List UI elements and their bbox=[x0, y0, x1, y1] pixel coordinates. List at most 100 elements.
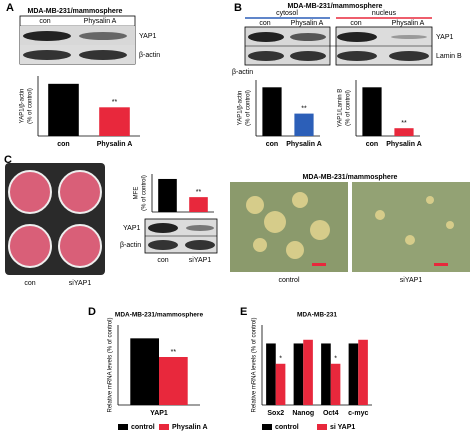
bar bbox=[159, 357, 188, 405]
bar bbox=[189, 197, 208, 212]
legend-swatch bbox=[262, 424, 272, 430]
x-tick-label: Nanog bbox=[292, 410, 314, 417]
bar bbox=[294, 113, 314, 136]
blot-band bbox=[337, 51, 377, 61]
x-tick-label: YAP1 bbox=[150, 410, 168, 417]
band-label: β-actin bbox=[120, 242, 141, 249]
y-axis-label: Relative mRNA levels (% of control) bbox=[108, 317, 114, 412]
x-tick-label: Physalin A bbox=[286, 141, 322, 148]
bar bbox=[130, 338, 159, 405]
spheres bbox=[246, 192, 454, 259]
y-axis-label: (% of control) bbox=[142, 175, 148, 211]
bar bbox=[330, 363, 341, 405]
significance: ** bbox=[112, 99, 118, 106]
blot-band bbox=[148, 223, 178, 233]
y-axis-label: YAP1/β-actin bbox=[238, 91, 244, 126]
charts: YAP1/β-actin (% of control) con Physalin A *… bbox=[20, 76, 422, 431]
blot-band bbox=[391, 35, 427, 39]
x-tick-label: Oct4 bbox=[323, 410, 339, 417]
significance: ** bbox=[401, 120, 407, 127]
blot-band bbox=[79, 32, 127, 40]
legend-label: control bbox=[275, 424, 299, 431]
plate-label: con bbox=[24, 280, 35, 287]
y-axis-label: (% of control) bbox=[28, 88, 34, 124]
fraction-label: nucleus bbox=[372, 10, 397, 17]
lane-label: con bbox=[350, 20, 361, 27]
panel-label: A bbox=[6, 2, 14, 14]
lane-label: Physalin A bbox=[84, 18, 117, 25]
blot-band bbox=[148, 240, 178, 250]
panel-label: B bbox=[234, 2, 242, 14]
panel-letters: A B C D E bbox=[4, 2, 247, 318]
bar bbox=[321, 343, 331, 405]
y-axis-label: (% of control) bbox=[346, 90, 352, 126]
blot-band bbox=[23, 31, 71, 41]
chart-title: MDA-MB-231/mammosphere bbox=[115, 312, 204, 319]
legend-swatch bbox=[118, 424, 128, 430]
blot-band bbox=[248, 32, 284, 42]
y-axis-label: MFE bbox=[134, 187, 140, 200]
scale-bar bbox=[434, 263, 448, 266]
blot-band bbox=[290, 51, 326, 61]
band-label: Lamin B bbox=[436, 53, 462, 60]
chart-title: MDA-MB-231 bbox=[297, 312, 337, 319]
x-tick-label: Sox2 bbox=[267, 410, 284, 417]
blot-band bbox=[23, 50, 71, 60]
lane-label: Physalin A bbox=[392, 20, 425, 27]
band-label: β-actin bbox=[232, 69, 253, 76]
x-tick-label: con bbox=[57, 141, 69, 148]
blot-band bbox=[79, 50, 127, 60]
x-tick-label: c-myc bbox=[348, 410, 368, 417]
fraction-label: cytosol bbox=[276, 10, 298, 17]
y-axis-label: YAP1/Lamin B bbox=[338, 89, 344, 128]
legend-swatch bbox=[317, 424, 327, 430]
panel-label: E bbox=[240, 306, 247, 318]
panel-label: C bbox=[4, 154, 12, 166]
bar bbox=[158, 178, 177, 212]
lane-label: con bbox=[259, 20, 270, 27]
bar bbox=[266, 343, 276, 405]
y-axis-label: Relative mRNA levels (% of control) bbox=[252, 317, 258, 412]
blot-band bbox=[337, 32, 377, 42]
significance: ** bbox=[301, 105, 307, 112]
band-label: YAP1 bbox=[123, 225, 140, 232]
legend-label: si YAP1 bbox=[330, 424, 355, 431]
bar bbox=[358, 339, 368, 405]
significance: ** bbox=[196, 189, 202, 196]
panel-label: D bbox=[88, 306, 96, 318]
bar bbox=[293, 343, 304, 405]
well bbox=[8, 170, 52, 214]
significance: * bbox=[279, 356, 282, 363]
panel-title: MDA-MB-231/mammosphere bbox=[288, 3, 383, 10]
lane-label: siYAP1 bbox=[189, 257, 212, 264]
micrograph-label: siYAP1 bbox=[400, 277, 423, 284]
blot-band bbox=[248, 51, 284, 61]
blot-band bbox=[290, 33, 326, 41]
bar bbox=[303, 339, 313, 405]
band-label: YAP1 bbox=[436, 34, 453, 41]
band-label: YAP1 bbox=[139, 33, 156, 40]
bar bbox=[48, 83, 79, 136]
bar bbox=[262, 87, 282, 136]
x-tick-label: Physalin A bbox=[386, 141, 422, 148]
bar bbox=[394, 128, 414, 136]
lane-label: con bbox=[157, 257, 168, 264]
panel-title: MDA-MB-231/mammosphere bbox=[303, 174, 398, 181]
blot-band bbox=[185, 240, 215, 250]
legend-label: control bbox=[131, 424, 155, 431]
lane-label: Physalin A bbox=[291, 20, 324, 27]
blot-band bbox=[186, 225, 214, 231]
micrograph-label: control bbox=[278, 277, 299, 284]
bar bbox=[275, 363, 286, 405]
micrograph bbox=[230, 182, 348, 272]
plate-wells bbox=[8, 170, 102, 268]
panel-title: MDA-MB-231/mammosphere bbox=[28, 8, 123, 15]
significance: * bbox=[334, 356, 337, 363]
bar bbox=[99, 107, 130, 136]
band-label: β-actin bbox=[139, 52, 160, 59]
x-tick-label: con bbox=[366, 141, 378, 148]
well bbox=[8, 224, 52, 268]
bar bbox=[348, 343, 359, 405]
lane-label: con bbox=[39, 18, 50, 25]
plate-label: siYAP1 bbox=[69, 280, 92, 287]
